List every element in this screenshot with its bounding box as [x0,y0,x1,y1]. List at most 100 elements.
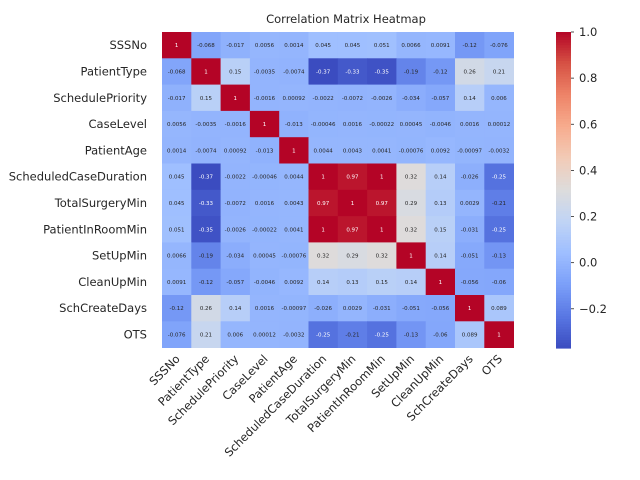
heatmap-cell-7-0 [162,216,192,243]
colorbar-segment [556,290,571,294]
cell-value-label: 0.13 [346,280,359,286]
heatmap-cell-5-10 [455,163,485,191]
colorbar-segment [556,245,571,249]
cell-value-label: -0.13 [492,254,507,260]
colorbar-segment [556,87,571,91]
colorbar-segment [556,226,571,231]
heatmap-cell-3-8 [396,110,427,138]
cell-value-label: 0.0066 [401,43,421,49]
colorbar-segment [556,113,571,117]
heatmap-cell-0-1 [191,32,221,59]
colorbar-segment [556,137,571,141]
cell-value-label: 0.32 [376,254,388,260]
colorbar-segment [556,340,571,344]
colorbar-segment [556,184,571,188]
colorbar-tick-label: 0.0 [579,256,597,270]
cell-value-label: 0.045 [315,43,331,49]
heatmap-cell-9-1 [191,268,221,296]
heatmap-cell-4-2 [220,137,251,164]
cell-value-label: 0.14 [405,280,418,286]
cell-value-label: -0.37 [199,175,214,181]
heatmap-cell-5-11 [484,163,514,191]
cell-value-label: -0.026 [461,175,479,181]
colorbar-segment [556,326,571,331]
y-tick-label: PatientType [81,64,147,78]
heatmap-cell-11-10 [455,321,485,348]
colorbar-segment [556,89,571,94]
y-tick-labels: SSSNo PatientType SchedulePriority CaseLeve… [9,38,147,341]
heatmap-cell-0-5 [308,32,339,59]
heatmap-cell-9-3 [249,268,280,296]
cell-value-label: 0.00045 [400,122,423,128]
colorbar-segment [556,284,571,289]
cell-value-label: 0.0029 [460,201,480,207]
cell-value-label: 0.97 [346,227,359,233]
heatmap-cell-10-5 [308,295,339,322]
y-tick-label: SchedulePriority [53,91,147,105]
cell-value-label: 0.0016 [343,122,363,128]
cell-value-label: 1 [351,201,355,207]
heatmap-cell-0-6 [337,32,368,59]
colorbar-segment [556,203,571,207]
heatmap-cell-9-10 [455,268,485,296]
cell-value-label: -0.057 [431,96,449,102]
heatmap-cell-3-10 [455,110,485,138]
heatmap-cell-9-6 [337,268,368,296]
heatmap-cell-11-4 [279,321,309,348]
heatmap-cell-8-4 [279,242,309,270]
colorbar-segment [556,74,571,78]
heatmap-cell-0-2 [220,32,251,59]
cell-value-label: -0.0026 [225,227,247,233]
heatmap-cell-8-1 [191,242,221,270]
cell-value-label: -0.0074 [283,69,305,75]
colorbar-segment [556,139,571,144]
colorbar-tick-label: 1.0 [579,25,597,39]
heatmap-cell-6-1 [191,189,221,217]
heatmap-cell-5-7 [367,163,397,191]
cell-value-label: -0.00046 [311,122,336,128]
heatmap-cell-7-5 [308,216,339,243]
cell-value-label: 0.00092 [282,96,305,102]
heatmap-cell-1-9 [425,58,456,85]
cell-value-label: 1 [439,280,443,286]
cell-value-label: 0.0044 [284,175,304,181]
cell-value-label: 0.0014 [167,148,187,154]
cell-value-label: 0.13 [434,201,447,207]
colorbar-segment [556,240,571,244]
cell-value-label: -0.00022 [252,227,277,233]
colorbar-segment [556,190,571,194]
cell-value-label: 0.21 [493,69,505,75]
cell-value-label: -0.076 [168,332,186,338]
heatmap-cell-9-7 [367,268,397,296]
colorbar-segment [556,253,571,257]
colorbar-segment [556,297,571,302]
y-tick-label: ScheduledCaseDuration [9,170,147,184]
colorbar-segment [556,132,571,136]
colorbar-segment [556,37,571,41]
colorbar-segment [556,287,571,291]
heatmap-cell-7-8 [396,216,427,243]
heatmap-cell-5-1 [191,163,221,191]
cell-value-label: 0.045 [169,175,185,181]
y-tick-label: PatientAge [85,143,147,157]
colorbar-segment [556,79,571,83]
colorbar-segment [556,195,571,199]
cell-value-label: 0.0044 [314,148,334,154]
heatmap-cell-3-3 [249,110,280,138]
cell-value-label: -0.19 [404,69,419,75]
heatmap-cell-9-8 [396,268,427,296]
heatmap-cell-9-5 [308,268,339,296]
colorbar-segment [556,192,571,196]
heatmap-cell-6-5 [308,189,339,217]
cell-value-label: 0.006 [227,332,243,338]
heatmap-cell-1-6 [337,58,368,85]
colorbar-segment [556,258,571,262]
heatmap-cell-10-8 [396,295,427,322]
colorbar-segment [556,282,571,286]
cell-value-label: 1 [497,332,501,338]
heatmap-cell-1-1 [191,58,221,85]
cell-value-label: 0.15 [376,280,389,286]
colorbar-segment [556,197,571,202]
cell-value-label: 1 [380,175,384,181]
cell-value-label: -0.00097 [457,148,482,154]
